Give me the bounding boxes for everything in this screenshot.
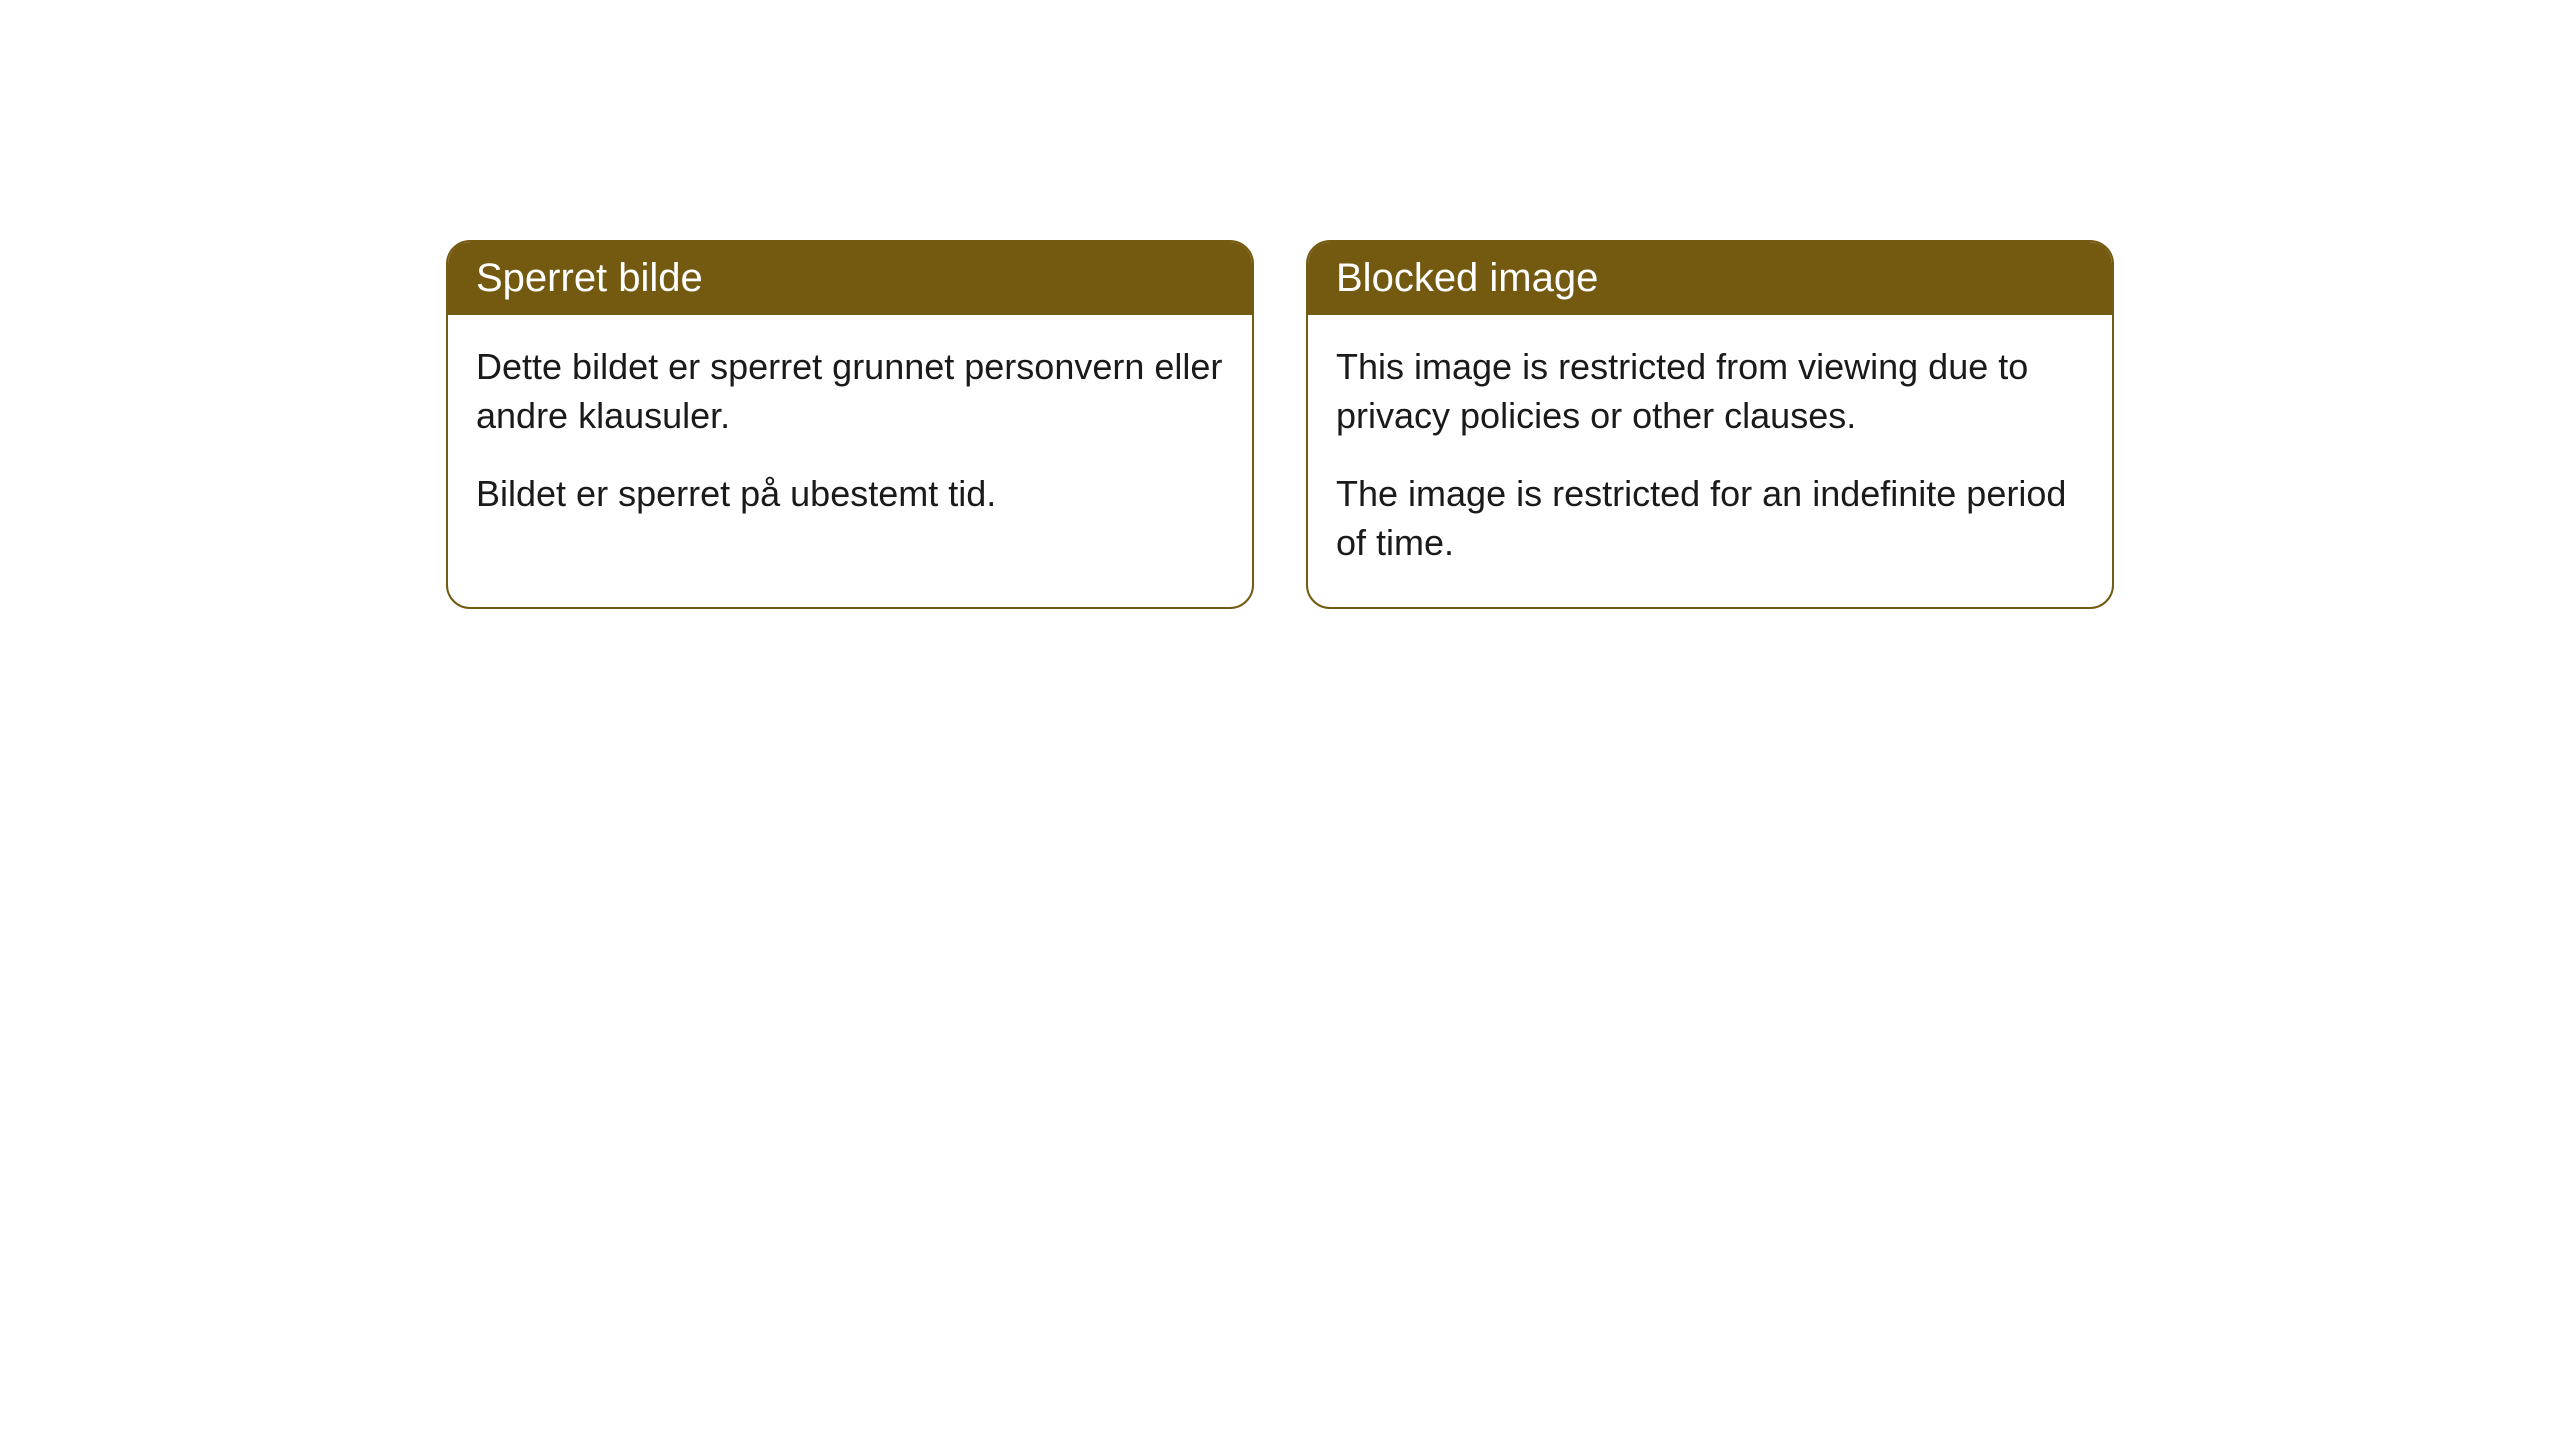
card-paragraph-2-norwegian: Bildet er sperret på ubestemt tid. <box>476 470 1224 519</box>
card-paragraph-2-english: The image is restricted for an indefinit… <box>1336 470 2084 567</box>
card-body-english: This image is restricted from viewing du… <box>1308 315 2112 607</box>
blocked-image-card-english: Blocked image This image is restricted f… <box>1306 240 2114 609</box>
card-header-english: Blocked image <box>1308 242 2112 315</box>
card-title-english: Blocked image <box>1336 256 1598 300</box>
card-paragraph-1-english: This image is restricted from viewing du… <box>1336 343 2084 440</box>
card-header-norwegian: Sperret bilde <box>448 242 1252 315</box>
cards-container: Sperret bilde Dette bildet er sperret gr… <box>0 0 2560 609</box>
card-body-norwegian: Dette bildet er sperret grunnet personve… <box>448 315 1252 559</box>
blocked-image-card-norwegian: Sperret bilde Dette bildet er sperret gr… <box>446 240 1254 609</box>
card-paragraph-1-norwegian: Dette bildet er sperret grunnet personve… <box>476 343 1224 440</box>
card-title-norwegian: Sperret bilde <box>476 256 703 300</box>
